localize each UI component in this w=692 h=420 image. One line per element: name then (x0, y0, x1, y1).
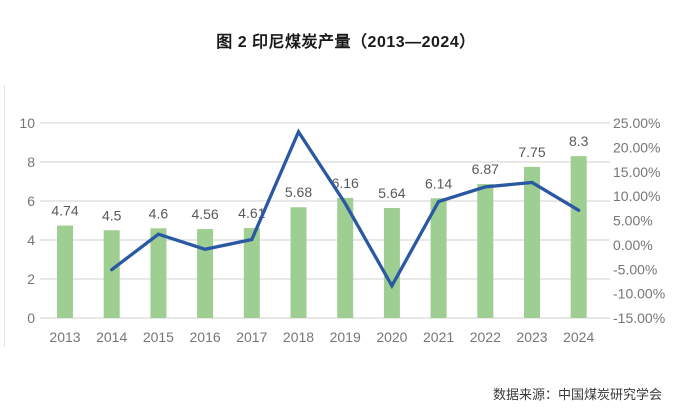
bar-2020 (383, 208, 400, 318)
growth-rate-line (110, 128, 581, 290)
left-axis-tick-label: 8 (27, 154, 35, 170)
x-axis-label: 2018 (283, 329, 314, 345)
bar-value-label: 4.5 (102, 207, 122, 223)
right-axis-tick-label: -5.00% (613, 261, 657, 277)
x-axis-label: 2016 (190, 329, 221, 345)
bar-2023 (524, 166, 540, 318)
left-axis-tick-label: 2 (27, 271, 35, 287)
chart-frame-left-border (4, 85, 5, 347)
right-axis-tick-label: 15.00% (613, 164, 660, 180)
x-axis-label: 2022 (470, 329, 501, 345)
bar-2024 (570, 156, 587, 318)
bar-value-label: 4.6 (149, 205, 169, 221)
right-axis-tick-label: -10.00% (613, 286, 665, 302)
x-axis-label: 2017 (236, 329, 267, 345)
left-axis-tick-label: 10 (19, 115, 35, 131)
left-axis-tick-label: 4 (27, 232, 35, 248)
right-axis-tick-label: -15.00% (613, 310, 665, 326)
right-axis-tick-label: 0.00% (613, 237, 653, 253)
bar-value-label: 4.56 (191, 206, 218, 222)
data-source: 数据来源：中国煤炭研究学会 (492, 387, 662, 402)
chart-title: 图 2 印尼煤炭产量（2013—2024） (216, 34, 476, 51)
bar-2022 (477, 184, 494, 318)
right-axis-tick-label: 25.00% (613, 115, 660, 131)
right-axis-tick-label: 5.00% (613, 213, 653, 229)
bar-value-label: 6.14 (425, 175, 452, 191)
bar-value-label: 4.74 (51, 203, 78, 219)
bar-value-label: 6.87 (472, 161, 499, 177)
x-axis-label: 2020 (376, 329, 407, 345)
bar-2013 (57, 225, 73, 318)
right-axis-tick-label: 10.00% (613, 188, 660, 204)
bar-2017 (243, 228, 260, 318)
x-axis-label: 2023 (516, 329, 547, 345)
x-axis-label: 2024 (563, 329, 594, 345)
x-axis-label: 2019 (330, 329, 361, 345)
bar-value-label: 4.61 (238, 205, 265, 221)
bar-2016 (197, 229, 214, 318)
bar-2019 (337, 197, 354, 318)
bar-2018 (290, 207, 307, 318)
left-axis-tick-label: 0 (27, 310, 35, 326)
bar-value-label: 6.16 (332, 175, 359, 191)
bar-value-label: 8.3 (569, 133, 589, 149)
bar-2014 (103, 230, 120, 318)
bar-value-label: 5.68 (285, 184, 312, 200)
x-axis-label: 2021 (423, 329, 454, 345)
bar-2021 (430, 198, 447, 318)
bar-2015 (150, 228, 167, 318)
bar-value-label: 7.75 (518, 144, 545, 160)
left-axis-tick-label: 6 (27, 193, 35, 209)
bar-value-label: 5.64 (378, 185, 405, 201)
x-axis-label: 2015 (143, 329, 174, 345)
x-axis-label: 2013 (49, 329, 80, 345)
right-axis-tick-label: 20.00% (613, 139, 660, 155)
x-axis-label: 2014 (96, 329, 127, 345)
